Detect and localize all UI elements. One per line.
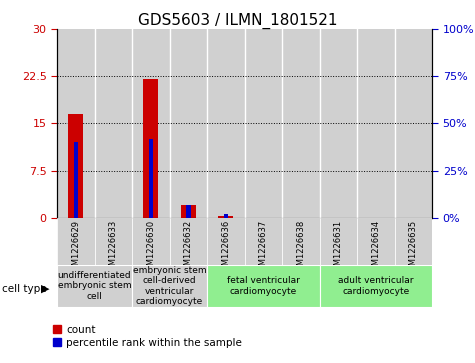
Bar bbox=[95, 218, 132, 265]
Text: GSM1226631: GSM1226631 bbox=[334, 220, 343, 276]
Bar bbox=[95, 29, 132, 218]
Text: GSM1226630: GSM1226630 bbox=[146, 220, 155, 276]
Bar bbox=[170, 218, 207, 265]
Text: GSM1226634: GSM1226634 bbox=[371, 220, 380, 276]
Text: GSM1226637: GSM1226637 bbox=[259, 220, 268, 276]
Bar bbox=[357, 29, 395, 218]
Bar bbox=[68, 114, 83, 218]
Text: GSM1226633: GSM1226633 bbox=[109, 220, 118, 276]
Bar bbox=[218, 216, 233, 218]
Bar bbox=[320, 29, 357, 218]
Text: cell type: cell type bbox=[2, 284, 47, 294]
Bar bbox=[186, 205, 190, 218]
Bar bbox=[181, 205, 196, 218]
Bar bbox=[207, 29, 245, 218]
Bar bbox=[245, 29, 282, 218]
Bar bbox=[207, 218, 245, 265]
Text: embryonic stem
cell-derived
ventricular
cardiomyocyte: embryonic stem cell-derived ventricular … bbox=[133, 266, 206, 306]
Bar bbox=[132, 218, 170, 265]
Bar bbox=[282, 29, 320, 218]
Text: GSM1226629: GSM1226629 bbox=[71, 220, 80, 276]
Text: adult ventricular
cardiomyocyte: adult ventricular cardiomyocyte bbox=[338, 276, 414, 295]
Bar bbox=[207, 265, 320, 307]
Bar bbox=[57, 29, 95, 218]
Bar bbox=[57, 265, 132, 307]
Text: fetal ventricular
cardiomyocyte: fetal ventricular cardiomyocyte bbox=[227, 276, 300, 295]
Bar bbox=[320, 265, 432, 307]
Text: GSM1226638: GSM1226638 bbox=[296, 220, 305, 276]
Bar bbox=[170, 29, 207, 218]
Bar bbox=[74, 142, 78, 218]
Bar bbox=[57, 218, 95, 265]
Bar bbox=[245, 218, 282, 265]
Text: GDS5603 / ILMN_1801521: GDS5603 / ILMN_1801521 bbox=[138, 13, 337, 29]
Bar bbox=[224, 214, 228, 218]
Bar bbox=[395, 218, 432, 265]
Bar bbox=[282, 218, 320, 265]
Text: ▶: ▶ bbox=[41, 284, 50, 294]
Text: GSM1226636: GSM1226636 bbox=[221, 220, 230, 276]
Text: undifferentiated
embryonic stem
cell: undifferentiated embryonic stem cell bbox=[58, 271, 131, 301]
Text: GSM1226635: GSM1226635 bbox=[409, 220, 418, 276]
Text: GSM1226632: GSM1226632 bbox=[184, 220, 193, 276]
Bar bbox=[320, 218, 357, 265]
Bar bbox=[357, 218, 395, 265]
Bar bbox=[149, 139, 153, 218]
Bar bbox=[143, 79, 158, 218]
Bar bbox=[132, 29, 170, 218]
Legend: count, percentile rank within the sample: count, percentile rank within the sample bbox=[53, 325, 242, 348]
Bar bbox=[132, 265, 207, 307]
Bar bbox=[395, 29, 432, 218]
